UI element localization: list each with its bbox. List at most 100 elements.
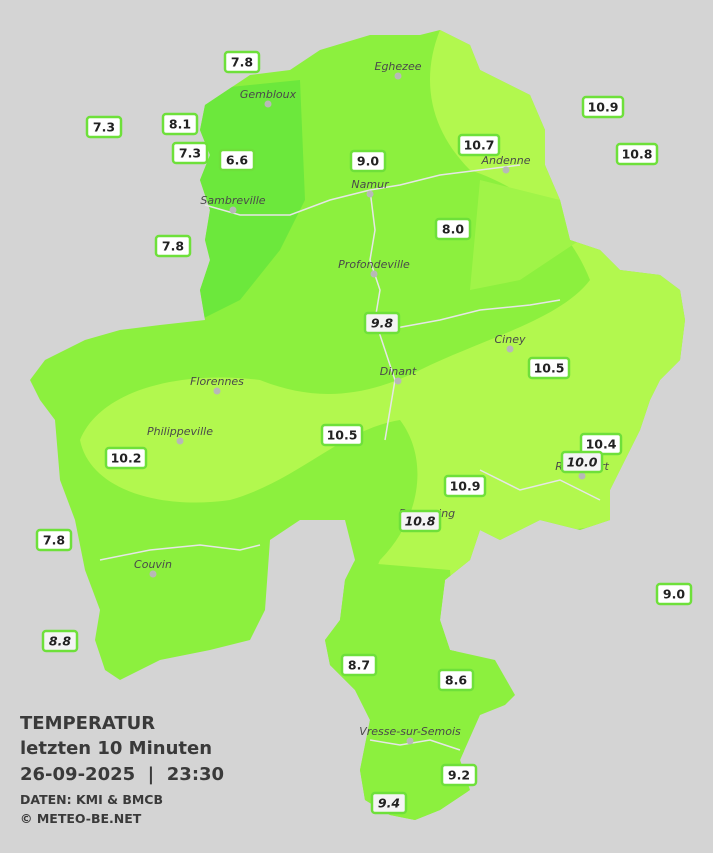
station-value: 10.2	[111, 451, 142, 466]
city-label: Sambreville	[200, 194, 265, 207]
station: 7.8	[223, 50, 261, 74]
city-label: Gembloux	[240, 88, 297, 101]
city-label: Vresse-sur-Semois	[359, 725, 461, 738]
station: 8.1	[161, 112, 199, 136]
station-value: 8.0	[442, 222, 464, 237]
station-value: 7.3	[179, 146, 201, 161]
city-label: Florennes	[190, 375, 244, 388]
station-box	[440, 763, 478, 787]
station-box	[443, 474, 487, 498]
station-box	[581, 95, 625, 119]
station-value: 10.7	[464, 138, 495, 153]
station-box	[161, 112, 199, 136]
station-value: 7.8	[231, 55, 253, 70]
city-dot	[502, 166, 510, 174]
station-box	[85, 115, 123, 139]
city-label: Andenne	[481, 154, 531, 167]
station-box	[35, 528, 73, 552]
station: 7.8	[154, 234, 192, 258]
station-box	[104, 446, 148, 470]
timestamp: 26-09-2025 | 23:30	[20, 764, 224, 785]
city-dot	[394, 72, 402, 80]
station: 9.0	[655, 582, 693, 606]
cities: Eghezee Gembloux Andenne Namur Sambreville Pr…	[134, 60, 609, 745]
station: 9.8	[363, 311, 401, 335]
city-dot	[213, 387, 221, 395]
station: 7.3	[171, 141, 209, 165]
station-value: 10.8	[622, 147, 653, 162]
source: DATEN: KMI & BMCB	[20, 792, 163, 807]
station-value: 6.6	[226, 153, 248, 168]
station: 6.6	[218, 148, 256, 172]
station: 8.0	[434, 217, 472, 241]
station: 9.0	[349, 149, 387, 173]
city-dot	[506, 345, 514, 353]
station-box	[434, 217, 472, 241]
station-box	[349, 149, 387, 173]
station-box	[615, 142, 659, 166]
city-dot	[229, 206, 237, 214]
copyright: © METEO-BE.NET	[20, 811, 142, 826]
station: 10.9	[581, 95, 625, 119]
station-value: 8.8	[49, 634, 71, 649]
station: 10.8	[398, 509, 442, 533]
city-dot	[366, 190, 374, 198]
city-label: Dinant	[380, 365, 417, 378]
station-value: 9.0	[357, 154, 379, 169]
station: 10.5	[527, 356, 571, 380]
station-box	[340, 653, 378, 677]
station: 7.8	[35, 528, 73, 552]
station-value: 8.1	[169, 117, 191, 132]
city-dot	[578, 472, 586, 480]
station-box	[218, 148, 256, 172]
station: 10.5	[320, 423, 364, 447]
station-value: 7.8	[162, 239, 184, 254]
station: 7.3	[85, 115, 123, 139]
station-box	[527, 356, 571, 380]
station: 10.2	[104, 446, 148, 470]
station-value: 10.5	[534, 361, 565, 376]
station-box	[457, 133, 501, 157]
station: 8.8	[41, 629, 79, 653]
station-value: 9.2	[448, 768, 470, 783]
city-dot	[370, 270, 378, 278]
city-label: Couvin	[134, 558, 172, 571]
station-box	[655, 582, 693, 606]
station: 10.8	[615, 142, 659, 166]
title: TEMPERATUR	[20, 713, 155, 734]
station-box	[171, 141, 209, 165]
station-value: 7.8	[43, 533, 65, 548]
stations: 7.8 7.3 8.1 7.3 6.6 9.0 10.7 10.9 10.8 7.8 8.0 9.8 1…	[35, 50, 693, 815]
station: 9.2	[440, 763, 478, 787]
subtitle: letzten 10 Minuten	[20, 738, 212, 759]
city-dot	[394, 377, 402, 385]
station: 8.7	[340, 653, 378, 677]
station-value: 9.0	[663, 587, 685, 602]
station-box	[363, 311, 401, 335]
city-label: Profondeville	[338, 258, 410, 271]
station-box	[223, 50, 261, 74]
station-value: 10.5	[327, 428, 358, 443]
station-value: 9.8	[371, 316, 393, 331]
station-box	[437, 668, 475, 692]
station-value: 10.8	[405, 514, 436, 529]
city-label: Eghezee	[375, 60, 422, 73]
station-value: 7.3	[93, 120, 115, 135]
station-box	[398, 509, 442, 533]
station-value: 9.4	[378, 796, 400, 811]
station: 8.6	[437, 668, 475, 692]
city-dot	[149, 570, 157, 578]
station-value: 8.7	[348, 658, 370, 673]
city-label: Namur	[351, 178, 390, 191]
station: 9.4	[370, 791, 408, 815]
station-value: 10.9	[450, 479, 481, 494]
station: 10.7	[457, 133, 501, 157]
station-box	[41, 629, 79, 653]
station-box	[370, 791, 408, 815]
station-box	[154, 234, 192, 258]
city-dot	[176, 437, 184, 445]
station-box	[320, 423, 364, 447]
station-value: 10.4	[586, 437, 617, 452]
station: 10.9	[443, 474, 487, 498]
